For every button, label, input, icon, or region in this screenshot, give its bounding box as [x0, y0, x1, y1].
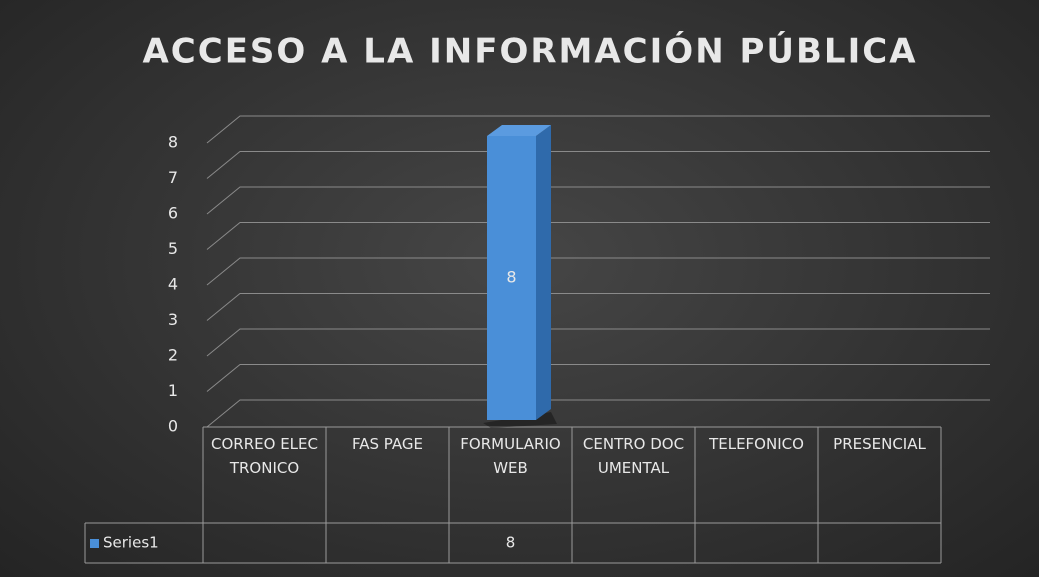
chart-title: ACCESO A LA INFORMACIÓN PÚBLICA [142, 31, 917, 72]
bar-top [487, 125, 551, 136]
y-tick-label: 7 [168, 168, 178, 187]
x-tick-label: TELEFONICO [709, 435, 804, 453]
y-tick-label: 6 [168, 204, 178, 223]
legend-key [90, 539, 99, 548]
y-tick-label: 5 [168, 239, 178, 258]
grid-line [206, 257, 990, 286]
x-tick-label: CENTRO DOCUMENTAL [582, 435, 685, 477]
y-tick-label: 8 [168, 133, 178, 152]
y-tick-label: 0 [168, 417, 178, 436]
bar [487, 136, 536, 420]
y-tick-label: 4 [168, 275, 178, 294]
y-tick-label: 1 [168, 381, 178, 400]
table-value: 8 [506, 534, 516, 552]
bar-side [536, 125, 551, 420]
grid-line [206, 293, 990, 321]
y-tick-label: 2 [168, 346, 178, 365]
x-tick-label: CORREO ELECTRONICO [211, 435, 318, 477]
data-label: 8 [506, 268, 516, 287]
x-tick-label: FORMULARIO WEB [460, 435, 561, 477]
grid-line [206, 328, 990, 357]
grid-line [206, 222, 990, 250]
x-tick-label: PRESENCIAL [833, 435, 926, 453]
grid-line [206, 151, 990, 179]
x-tick-label: FAS PAGE [352, 435, 423, 453]
grid-line [206, 115, 990, 144]
grid-line [206, 364, 990, 392]
legend-label: Series1 [103, 534, 159, 552]
grid-line [206, 399, 990, 428]
y-tick-label: 3 [168, 310, 178, 329]
grid-line [206, 186, 990, 215]
